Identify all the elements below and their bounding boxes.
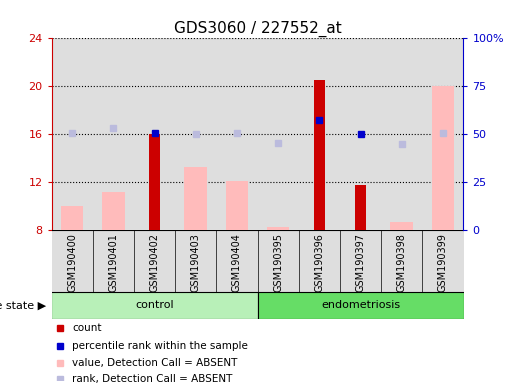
Bar [134,38,175,230]
Bar [381,230,422,292]
Bar [52,38,93,230]
Bar [61,207,83,230]
Bar [258,230,299,292]
Bar [93,230,134,292]
Bar [299,230,340,292]
Bar [258,292,464,319]
Bar [93,38,134,230]
Bar [258,38,299,230]
Text: GSM190403: GSM190403 [191,233,201,292]
Bar [102,192,125,230]
Text: GSM190396: GSM190396 [314,233,324,292]
Text: disease state ▶: disease state ▶ [0,300,46,310]
Bar [422,230,464,292]
Bar [175,38,216,230]
Bar [216,230,258,292]
Text: GSM190395: GSM190395 [273,233,283,293]
Bar [299,38,340,230]
Bar [340,230,381,292]
Bar [340,38,381,230]
Bar [216,38,258,230]
Text: value, Detection Call = ABSENT: value, Detection Call = ABSENT [72,358,237,368]
Bar [184,167,207,230]
Bar [267,227,289,230]
Text: GSM190398: GSM190398 [397,233,407,292]
Bar [52,292,258,319]
Bar [314,80,325,230]
Text: count: count [72,323,101,333]
Text: percentile rank within the sample: percentile rank within the sample [72,341,248,351]
Bar [52,230,93,292]
Text: GSM190399: GSM190399 [438,233,448,292]
Text: endometriosis: endometriosis [321,300,400,310]
Text: GSM190400: GSM190400 [67,233,77,292]
Text: rank, Detection Call = ABSENT: rank, Detection Call = ABSENT [72,374,232,384]
Bar [149,134,160,230]
Bar [355,185,366,230]
Text: control: control [135,300,174,310]
Bar [175,230,216,292]
Bar [134,230,175,292]
Title: GDS3060 / 227552_at: GDS3060 / 227552_at [174,21,341,37]
Bar [390,222,413,230]
Text: GSM190401: GSM190401 [108,233,118,292]
Text: GSM190404: GSM190404 [232,233,242,292]
Bar [432,86,454,230]
Bar [422,38,464,230]
Bar [381,38,422,230]
Bar [226,181,248,230]
Text: GSM190402: GSM190402 [149,233,160,293]
Text: GSM190397: GSM190397 [355,233,366,293]
